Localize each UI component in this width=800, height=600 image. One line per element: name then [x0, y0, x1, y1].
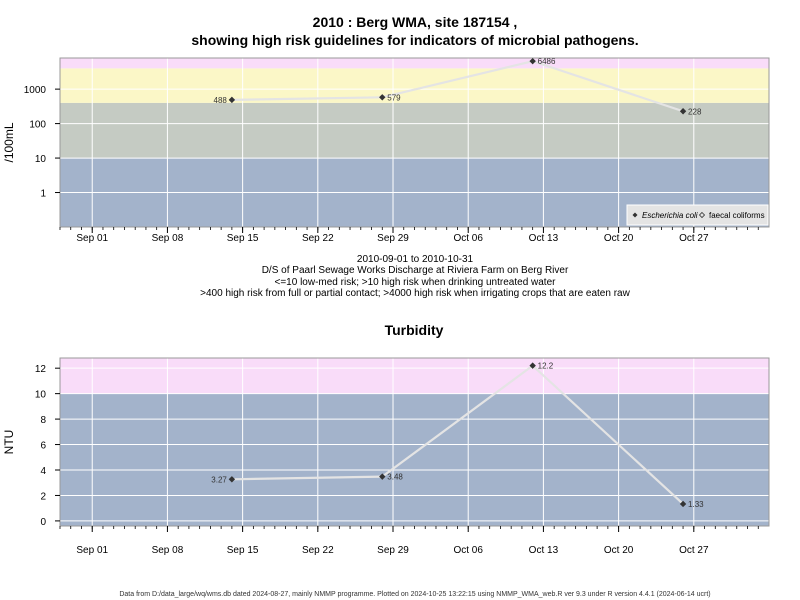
y-tick-label-3: 1000	[24, 85, 47, 96]
data-label-2: 12.2	[538, 362, 554, 371]
data-label-3: 1.33	[688, 500, 704, 509]
x-tick-label-8: Oct 27	[679, 233, 709, 244]
x-tick-label-3: Sep 22	[302, 545, 334, 556]
x-tick-label-0: Sep 01	[76, 545, 108, 556]
turbidity-chart: 0 2 4 6 8 10 12 Sep 01 Sep 08 Sep 15 Sep 22 Sep 29 O…	[2, 357, 770, 556]
data-point-2	[529, 362, 536, 369]
y-tick-label-2: 4	[40, 466, 46, 477]
series-line-0	[231, 59, 684, 113]
y-tick-label-2: 100	[29, 120, 46, 131]
x-tick-label-7: Oct 20	[604, 233, 634, 244]
legend-label-faecal: faecal coliforms	[709, 211, 765, 220]
legend-label-ecoli: Escherichia coli	[642, 211, 698, 220]
y-tick-label-1: 2	[40, 491, 46, 502]
chart-title-line2: showing high risk guidelines for indicat…	[191, 32, 638, 48]
x-tick-label-7: Oct 20	[604, 545, 634, 556]
x-tick-label-2: Sep 15	[227, 545, 259, 556]
x-tick-label-1: Sep 08	[152, 233, 184, 244]
risk-band-2	[60, 68, 769, 103]
y-tick-label-5: 10	[35, 390, 47, 401]
data-label-0: 488	[214, 96, 228, 105]
caption-site: D/S of Paarl Sewage Works Discharge at R…	[262, 265, 569, 276]
data-label-3: 228	[688, 107, 702, 116]
x-tick-label-3: Sep 22	[302, 233, 334, 244]
y-tick-label-0: 0	[40, 517, 46, 528]
data-label-1: 579	[387, 93, 401, 102]
x-tick-label-8: Oct 27	[679, 545, 709, 556]
x-tick-label-6: Oct 13	[529, 233, 559, 244]
x-tick-label-4: Sep 29	[377, 545, 409, 556]
x-tick-label-2: Sep 15	[227, 233, 259, 244]
y-tick-label-0: 1	[40, 189, 46, 200]
data-point-1	[379, 473, 386, 480]
data-point-3	[679, 108, 687, 115]
caption-risk-contact: >400 high risk from full or partial cont…	[200, 288, 630, 299]
y-tick-label-1: 10	[35, 154, 47, 165]
legend-marker-ecoli	[632, 212, 638, 218]
x-tick-label-4: Sep 29	[377, 233, 409, 244]
y-tick-label-3: 6	[40, 441, 46, 452]
data-point-0	[228, 96, 236, 104]
x-tick-label-5: Oct 06	[453, 545, 483, 556]
x-tick-label-0: Sep 01	[76, 233, 108, 244]
caption-risk-drinking: <=10 low-med risk; >10 high risk when dr…	[275, 277, 557, 288]
data-point-0	[228, 476, 236, 483]
data-point-1	[379, 94, 386, 101]
microbial-chart: 1 10 100 1000 Sep 01 Sep 08 Sep 15 Sep 22 Sep 29…	[2, 57, 770, 244]
legend-marker-faecal	[698, 211, 706, 219]
y-tick-label-4: 8	[40, 415, 46, 426]
series-line-0	[231, 364, 684, 505]
legend-box	[626, 204, 769, 226]
caption-date-range: 2010-09-01 to 2010-10-31	[357, 254, 474, 265]
turbidity-title: Turbidity	[385, 322, 444, 338]
data-label-0: 3.27	[211, 475, 227, 484]
y-axis-title: NTU	[2, 430, 16, 455]
x-tick-label-1: Sep 08	[152, 545, 184, 556]
data-point-3	[679, 500, 687, 508]
data-label-1: 3.48	[387, 473, 403, 482]
chart-title-line1: 2010 : Berg WMA, site 187154 ,	[313, 14, 518, 30]
data-point-2	[529, 57, 536, 65]
risk-band-3	[60, 58, 769, 69]
data-label-2: 6486	[538, 57, 556, 66]
footer-note: Data from D:/data_large/wq/wms.db dated …	[119, 591, 710, 598]
risk-band-1	[60, 102, 769, 159]
x-tick-label-5: Oct 06	[453, 233, 483, 244]
x-tick-label-6: Oct 13	[529, 545, 559, 556]
y-tick-label-6: 12	[35, 364, 47, 375]
risk-band-1	[60, 358, 769, 394]
y-axis-title: /100mL	[2, 122, 16, 162]
risk-band-0	[60, 393, 769, 526]
